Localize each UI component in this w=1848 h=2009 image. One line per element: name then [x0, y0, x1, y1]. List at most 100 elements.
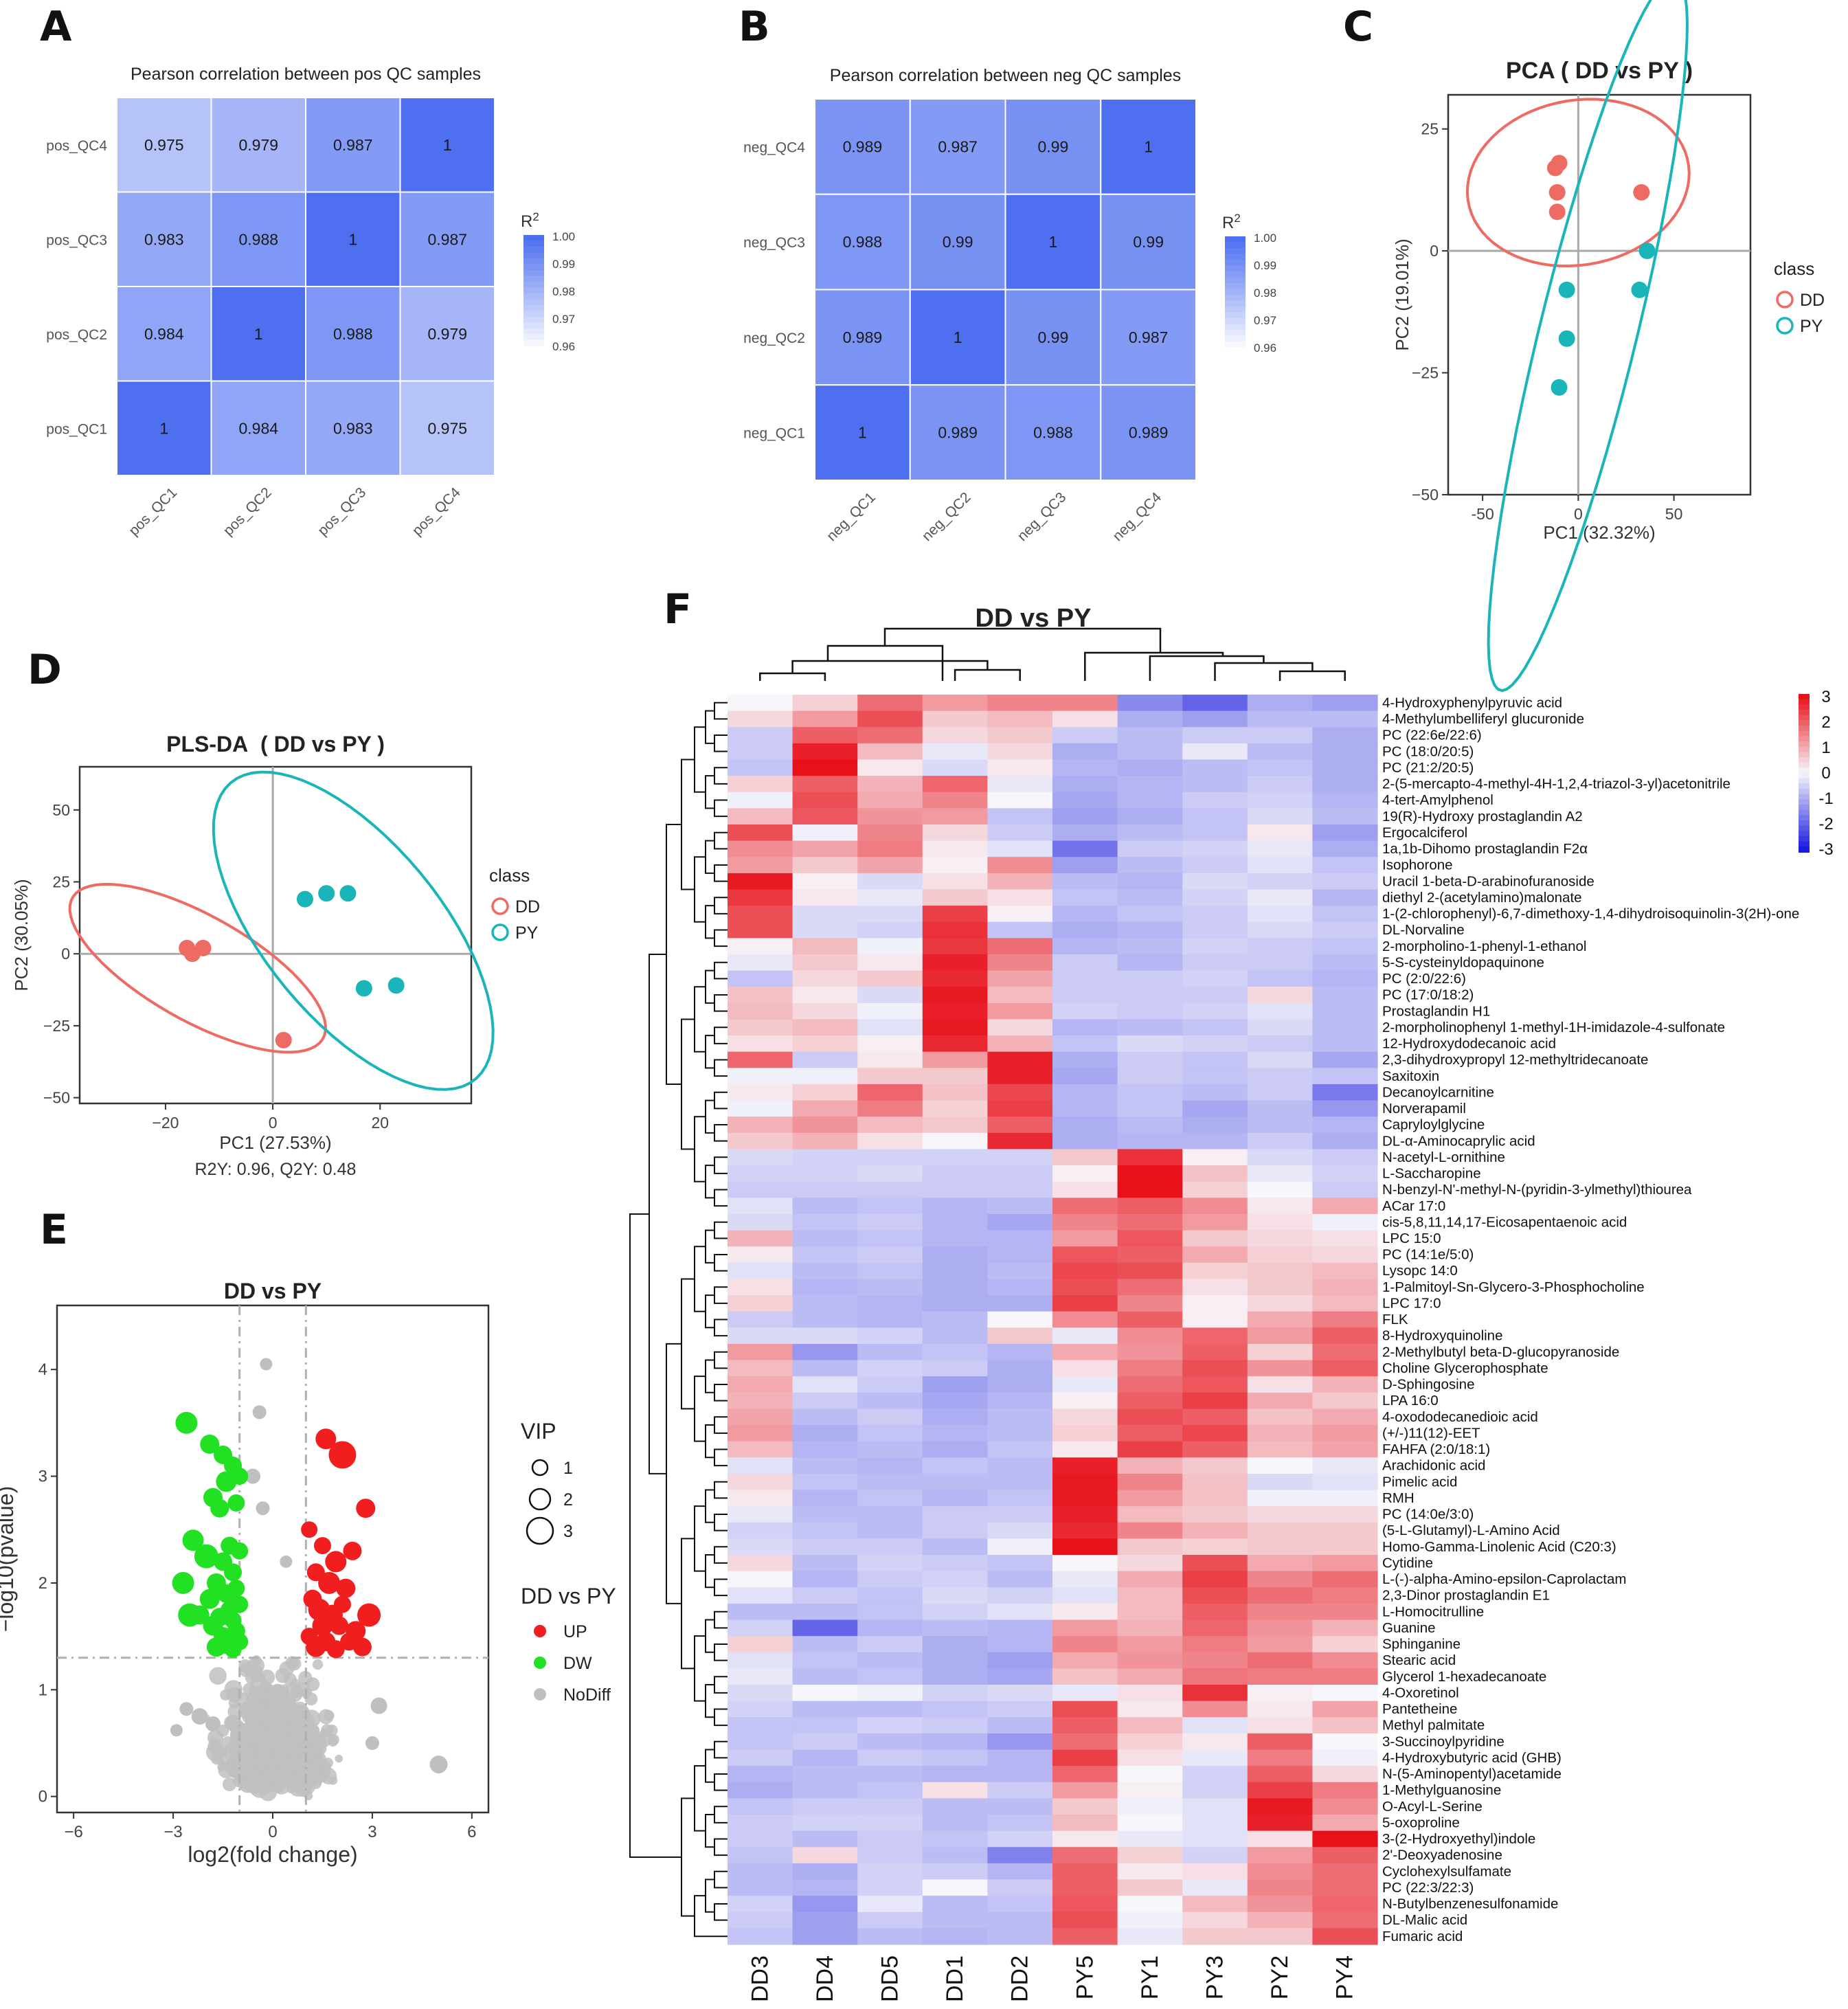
heatmap-cell	[1052, 1230, 1118, 1247]
heatmap-cell	[1182, 1879, 1248, 1896]
row-label: Choline Glycerophosphate	[1382, 1360, 1548, 1376]
legend-gradient-step	[523, 311, 544, 317]
heatmap-cell	[1117, 1116, 1183, 1134]
row-tick-label: pos_QC2	[46, 327, 107, 343]
heatmap-cell	[792, 1522, 858, 1540]
point-nodiff	[179, 1702, 194, 1716]
col-tick-label: pos_QC3	[315, 484, 369, 539]
row-dendrogram-branch	[714, 961, 728, 980]
heatmap-cell	[1052, 1847, 1118, 1864]
heatmap-cell	[792, 1863, 858, 1881]
heatmap-cell	[1312, 1717, 1378, 1734]
heatmap-cell	[814, 384, 911, 481]
point-dw	[206, 1637, 226, 1657]
qc-heatmap-a: Pearson correlation between pos QC sampl…	[46, 65, 575, 539]
heatmap-cell	[857, 1084, 923, 1101]
heatmap-cell	[1182, 792, 1248, 809]
heatmap-cell	[792, 1230, 858, 1247]
heatmap-cell	[792, 938, 858, 955]
row-label: Guanine	[1382, 1620, 1436, 1636]
row-label: cis-5,8,11,14,17-Eicosapentaenoic acid	[1382, 1214, 1627, 1230]
point-dd	[183, 945, 201, 963]
heatmap-cell	[1247, 1343, 1313, 1361]
heatmap-cell	[728, 1343, 793, 1361]
cell-label: 1	[348, 230, 357, 248]
heatmap-cell	[792, 1911, 858, 1929]
heatmap-cell	[1004, 289, 1102, 386]
heatmap-cell	[922, 1246, 988, 1264]
point-nodiff	[250, 1699, 267, 1716]
heatmap-cell	[792, 857, 858, 874]
heatmap-cell	[1247, 1636, 1313, 1653]
legend-gradient-step	[1225, 236, 1246, 243]
heatmap-cell	[857, 1863, 923, 1881]
heatmap-cell	[1052, 1863, 1118, 1881]
heatmap-cell	[1247, 1198, 1313, 1215]
heatmap-cell	[922, 1782, 988, 1799]
heatmap-cell	[857, 1246, 923, 1264]
point-up	[301, 1521, 318, 1538]
row-dendrogram-branch	[714, 1286, 728, 1304]
row-label: DL-α-Aminocaprylic acid	[1382, 1133, 1535, 1149]
column-dendrogram-branch	[1084, 651, 1224, 681]
heatmap-cell	[1182, 1490, 1248, 1507]
heatmap-cell	[1117, 1896, 1183, 1913]
row-dendrogram-branch	[714, 1221, 728, 1239]
heatmap-cell	[1182, 1815, 1248, 1832]
row-label: 2,3-dihydroxypropyl 12-methyltridecanoat…	[1382, 1052, 1648, 1068]
y-axis-label: PC2 (19.01%)	[1392, 238, 1412, 350]
heatmap-cell	[1247, 1116, 1313, 1134]
heatmap-cell	[987, 1262, 1053, 1280]
heatmap-cell	[1182, 1928, 1248, 1945]
heatmap-cell	[922, 1100, 988, 1117]
heatmap-cell	[1052, 808, 1118, 825]
y-tick-label: 1	[38, 1681, 47, 1699]
heatmap-cell	[1182, 1311, 1248, 1328]
heatmap-cell	[1052, 1766, 1118, 1783]
heatmap-cell	[1247, 1295, 1313, 1312]
x-tick-label: 0	[1574, 505, 1583, 523]
heatmap-cell	[728, 1782, 793, 1799]
heatmap-cell	[792, 1490, 858, 1507]
point-up	[336, 1578, 356, 1598]
heatmap-cell	[1182, 857, 1248, 874]
heatmap-cell	[728, 1360, 793, 1377]
row-label: PC (21:2/20:5)	[1382, 760, 1474, 776]
point-nodiff	[262, 1715, 279, 1731]
row-dendrogram-branch	[714, 1091, 728, 1110]
point-nodiff	[246, 1776, 258, 1788]
point-nodiff	[281, 1684, 289, 1692]
heatmap-cell	[922, 1830, 988, 1848]
heatmap-cell	[1117, 1928, 1183, 1945]
heatmap-cell	[1117, 1311, 1183, 1328]
heatmap-cell	[1052, 1068, 1118, 1085]
heatmap-cell	[792, 1473, 858, 1491]
heatmap-cell	[1247, 824, 1313, 842]
heatmap-cell	[1117, 1879, 1183, 1896]
heatmap-cell	[728, 1879, 793, 1896]
row-label: 1-Methylguanosine	[1382, 1782, 1501, 1798]
col-label: PY3	[1202, 1955, 1228, 1999]
heatmap-cell	[1247, 987, 1313, 1004]
heatmap-cell	[1052, 1198, 1118, 1215]
heatmap-cell	[1117, 1425, 1183, 1442]
legend-gradient-step	[523, 334, 544, 341]
heatmap-cell	[1312, 1279, 1378, 1296]
point-nodiff	[216, 1724, 229, 1737]
heatmap-cell	[1247, 1749, 1313, 1766]
heatmap-cell	[1117, 1295, 1183, 1312]
point-dd	[275, 1031, 292, 1048]
heatmap-cell	[792, 840, 858, 857]
legend-gradient-step	[1799, 741, 1810, 748]
heatmap-cell	[728, 1685, 793, 1702]
heatmap-cell	[1312, 1019, 1378, 1036]
row-dendrogram-branch	[705, 1619, 714, 1653]
heatmap-cell	[1182, 1668, 1248, 1685]
point-up	[312, 1615, 333, 1637]
legend-swatch-dd	[491, 897, 509, 915]
point-py	[1631, 281, 1648, 298]
chart-title: PCA ( DD vs PY )	[1506, 58, 1693, 84]
heatmap-cell	[1312, 1798, 1378, 1815]
point-up	[330, 1616, 349, 1635]
heatmap-cell	[987, 1165, 1053, 1182]
